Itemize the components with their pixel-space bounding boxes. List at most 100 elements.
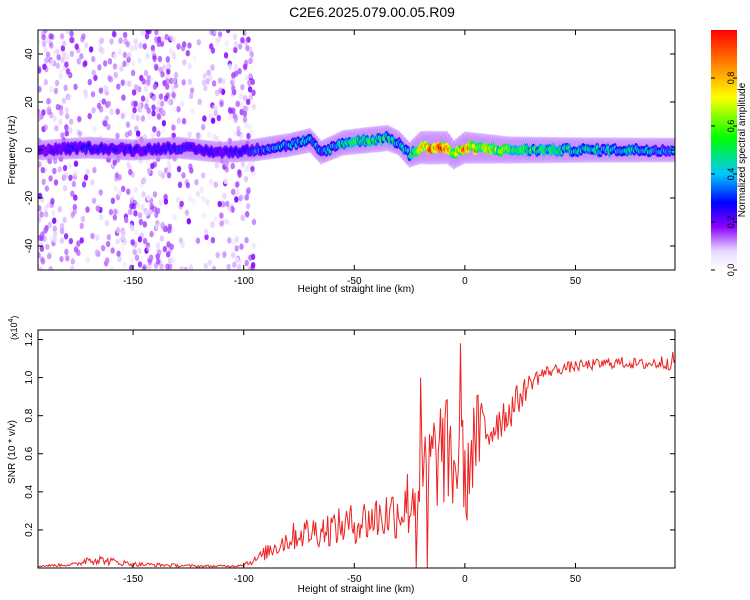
spectrogram-noise-cell (137, 212, 143, 219)
spectrogram-noise-cell (217, 200, 222, 208)
spectrogram-noise-cell (135, 130, 141, 137)
spectrogram-noise-cell (68, 174, 73, 181)
spectrogram-noise-cell (177, 181, 183, 189)
spectrogram-noise-cell (161, 120, 167, 127)
spectrogram-noise-cell (68, 237, 74, 245)
spectrogram-noise-cell (71, 180, 77, 188)
snr-panel: -150 -100 -50 0 50 0.2 0.4 0.6 0.8 1.0 1.2 Height… (7, 316, 676, 595)
spectrogram-noise-cell (109, 108, 115, 116)
spectrogram-noise-cell (137, 236, 143, 243)
spectrogram-noise-cell (165, 263, 170, 270)
spectrogram-noise-cell (233, 41, 239, 48)
spectrogram-x-tick-label: -50 (347, 276, 362, 287)
spectrogram-noise-cell (195, 237, 201, 244)
spectrogram-noise-cell (240, 36, 245, 44)
snr-x-tick-label: 0 (462, 574, 468, 585)
spectrogram-noise-cell (142, 43, 147, 50)
spectrogram-noise-cell (140, 204, 145, 211)
spectrogram-noise-cell (242, 110, 248, 118)
colorbar: 0.0 0.2 0.4 0.6 0.8 Normalized spectral ampl… (711, 30, 748, 276)
spectrogram-noise-cell (250, 261, 256, 269)
spectrogram-noise-cell (79, 222, 84, 230)
spectrogram-noise-cell (149, 203, 154, 210)
spectrogram-y-tick-label: -20 (24, 190, 35, 205)
spectrogram-noise-cell (195, 190, 201, 198)
spectrogram-noise-cell (109, 38, 114, 45)
spectrogram-noise-cell (175, 196, 181, 203)
spectrogram-noise-cell (196, 132, 201, 139)
spectrogram-noise-cell (57, 166, 62, 173)
spectrogram-noise-cell (245, 203, 251, 210)
spectrogram-noise-cell (206, 69, 211, 76)
spectrogram-noise-cell (245, 44, 250, 52)
spectrogram-noise-cell (203, 84, 208, 92)
snr-y-tick-label: 0.2 (24, 523, 35, 537)
spectrogram-noise-cell (216, 35, 221, 43)
spectrogram-noise-cell (56, 54, 61, 61)
spectrogram-noise-cell (171, 53, 177, 60)
spectrogram-noise-cell (233, 63, 239, 71)
spectrogram-noise-cell (210, 237, 216, 244)
spectrogram-noise-cell (140, 30, 145, 36)
spectrogram-noise-cell (202, 115, 207, 122)
spectrogram-noise-cell (248, 254, 253, 261)
spectrogram-noise-cell (132, 106, 137, 114)
spectrogram-noise-cell (233, 117, 238, 124)
spectrogram-noise-cell (59, 33, 65, 40)
spectrogram-noise-cell (146, 167, 152, 175)
spectrogram-noise-cell (67, 162, 72, 170)
spectrogram-noise-cell (221, 218, 226, 225)
spectrogram-noise-cell (119, 65, 124, 72)
spectrogram-noise-cell (62, 164, 68, 172)
spectrogram-noise-cell (151, 95, 157, 102)
spectrogram-noise-cell (128, 223, 133, 230)
colorbar-tick-label: 0.2 (726, 216, 736, 229)
spectrogram-x-tick-label: -100 (234, 276, 254, 287)
spectrogram-noise-cell (196, 39, 201, 46)
spectrogram-noise-cell (123, 110, 128, 117)
spectrogram-noise-cell (72, 208, 77, 215)
spectrogram-noise-cell (105, 240, 111, 248)
spectrogram-noise-cell (165, 251, 171, 258)
spectrogram-noise-cell (65, 53, 70, 61)
spectrogram-noise-cell (171, 91, 176, 98)
spectrogram-noise-cell (244, 105, 249, 113)
spectrogram-noise-cell (133, 84, 139, 91)
spectrogram-noise-cell (114, 172, 120, 179)
snr-marks (38, 343, 675, 568)
spectrogram-noise-cell (79, 53, 84, 60)
spectrogram-noise-cell (166, 62, 172, 70)
spectrogram-noise-cell (222, 249, 228, 257)
spectrogram-noise-cell (219, 100, 224, 108)
spectrogram-noise-cell (64, 106, 70, 114)
spectrogram-noise-cell (246, 186, 251, 194)
spectrogram-noise-cell (125, 121, 131, 128)
spectrogram-noise-cell (203, 228, 209, 236)
spectrogram-noise-cell (53, 49, 58, 56)
spectrogram-noise-cell (163, 95, 169, 102)
spectrogram-noise-cell (52, 115, 57, 122)
spectrogram-noise-cell (49, 58, 55, 65)
spectrogram-noise-cell (160, 221, 165, 229)
spectrogram-noise-cell (242, 95, 248, 102)
spectrogram-noise-cell (100, 244, 106, 252)
spectrogram-noise-cell (201, 212, 207, 220)
spectrogram-noise-cell (43, 124, 48, 131)
spectrogram-noise-cell (131, 60, 136, 67)
spectrogram-noise-cell (137, 261, 143, 268)
spectrogram-noise-cell (106, 234, 112, 241)
spectrogram-noise-cell (154, 30, 159, 36)
spectrogram-noise-cell (247, 86, 253, 93)
spectrogram-noise-cell (162, 245, 168, 253)
spectrogram-noise-cell (210, 64, 215, 71)
spectrogram-noise-cell (77, 115, 82, 123)
spectrogram-noise-cell (41, 178, 46, 186)
spectrogram-noise-cell (251, 218, 257, 226)
spectrogram-noise-cell (171, 124, 176, 131)
spectrogram-noise-cell (120, 185, 126, 193)
spectrogram-noise-cell (187, 42, 192, 49)
spectrogram-noise-cell (61, 97, 67, 104)
spectrogram-noise-cell (92, 125, 97, 133)
spectrogram-noise-cell (49, 42, 54, 49)
snr-x-tick-label: -150 (123, 574, 143, 585)
